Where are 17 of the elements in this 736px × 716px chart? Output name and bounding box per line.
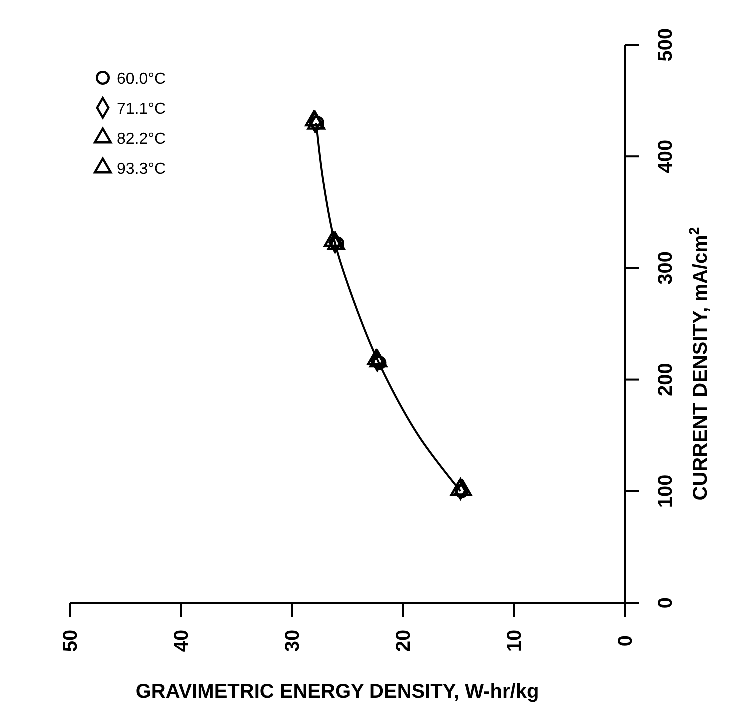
legend-label: 93.3°C	[117, 161, 166, 178]
legend-label: 60.0°C	[117, 71, 166, 88]
y-tick-label: 0	[655, 597, 677, 609]
x-tick-label: 10	[504, 630, 526, 652]
y-tick-label: 400	[655, 140, 677, 174]
x-tick-label: 50	[60, 630, 82, 652]
legend-label: 82.2°C	[117, 131, 166, 148]
x-tick-label: 20	[393, 630, 415, 652]
x-tick-label: 30	[282, 630, 304, 652]
y-tick-label: 300	[655, 252, 677, 285]
x-tick-label: 0	[615, 635, 637, 647]
x-axis-title: GRAVIMETRIC ENERGY DENSITY, W-hr/kg	[136, 681, 540, 703]
x-tick-label: 40	[171, 630, 193, 652]
y-tick-label: 200	[655, 363, 677, 396]
y-tick-label: 100	[655, 474, 677, 508]
legend-label: 71.1°C	[117, 101, 166, 118]
y-tick-label: 500	[655, 28, 677, 62]
